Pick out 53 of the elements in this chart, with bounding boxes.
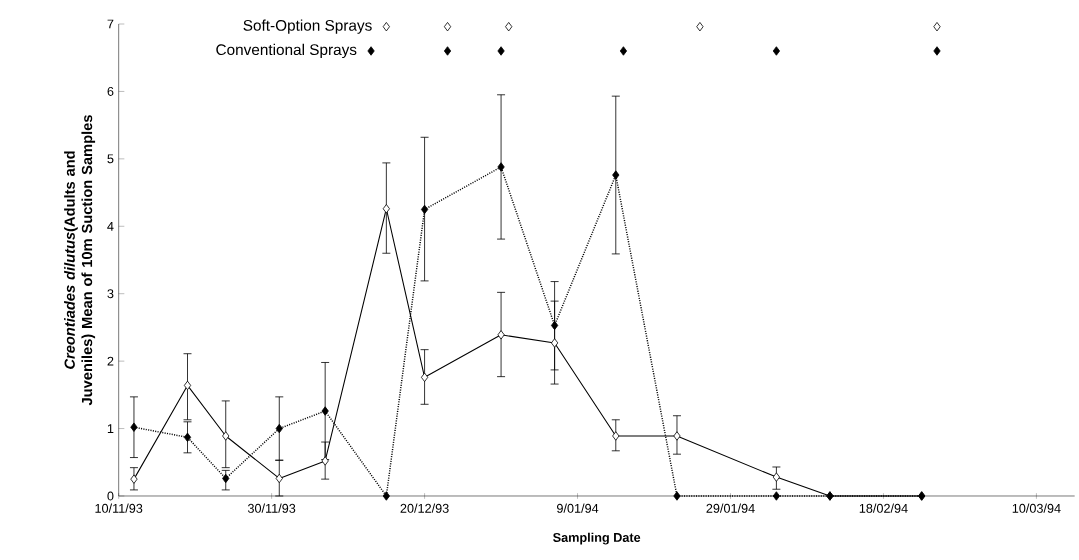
y-tick-label: 5 [107, 154, 114, 164]
y-tick-label: 0 [107, 491, 114, 501]
y-tick-label: 1 [107, 424, 114, 433]
point [696, 22, 704, 32]
point [619, 46, 628, 56]
point [551, 338, 559, 348]
x-tick-label: 29/01/94 [706, 503, 755, 513]
series-label: Soft-Option Sprays [243, 19, 372, 34]
point [673, 491, 681, 501]
point [420, 372, 429, 382]
point [382, 491, 390, 501]
y-tick-label: 3 [107, 289, 114, 299]
point [497, 330, 505, 340]
point [382, 204, 390, 214]
x-tick-label: 10/03/94 [1012, 503, 1061, 513]
point [497, 162, 505, 172]
point [772, 491, 780, 501]
point [183, 432, 192, 442]
point [130, 422, 138, 432]
point [772, 46, 780, 56]
point [382, 22, 390, 32]
y-tick-label: 7 [107, 19, 114, 29]
point [497, 46, 505, 56]
point [367, 46, 375, 56]
x-axis-title: Sampling Date [553, 532, 641, 545]
point [772, 472, 780, 482]
point [321, 406, 329, 416]
x-tick-label: 20/12/93 [400, 503, 449, 513]
point [612, 431, 620, 441]
point [321, 456, 329, 466]
point [183, 380, 192, 391]
series-label: Conventional Sprays [216, 43, 357, 59]
y-tick-label: 2 [107, 356, 114, 366]
point [933, 22, 941, 32]
y-tick-label: 4 [107, 221, 114, 231]
point [420, 204, 429, 215]
point [222, 473, 230, 484]
point [443, 46, 452, 56]
point [275, 423, 283, 434]
point [275, 473, 283, 484]
x-tick-label: 10/11/93 [95, 503, 143, 513]
x-tick-label: 30/11/93 [247, 503, 296, 513]
x-tick-label: 9/01/94 [557, 503, 599, 513]
point [443, 22, 452, 32]
point [222, 431, 230, 441]
y-tick-label: 6 [107, 86, 114, 96]
point [130, 474, 138, 484]
point [612, 170, 620, 180]
point [505, 22, 513, 32]
point [673, 431, 681, 441]
x-tick-label: 18/02/94 [859, 503, 908, 513]
point [551, 320, 559, 331]
point [933, 46, 941, 56]
